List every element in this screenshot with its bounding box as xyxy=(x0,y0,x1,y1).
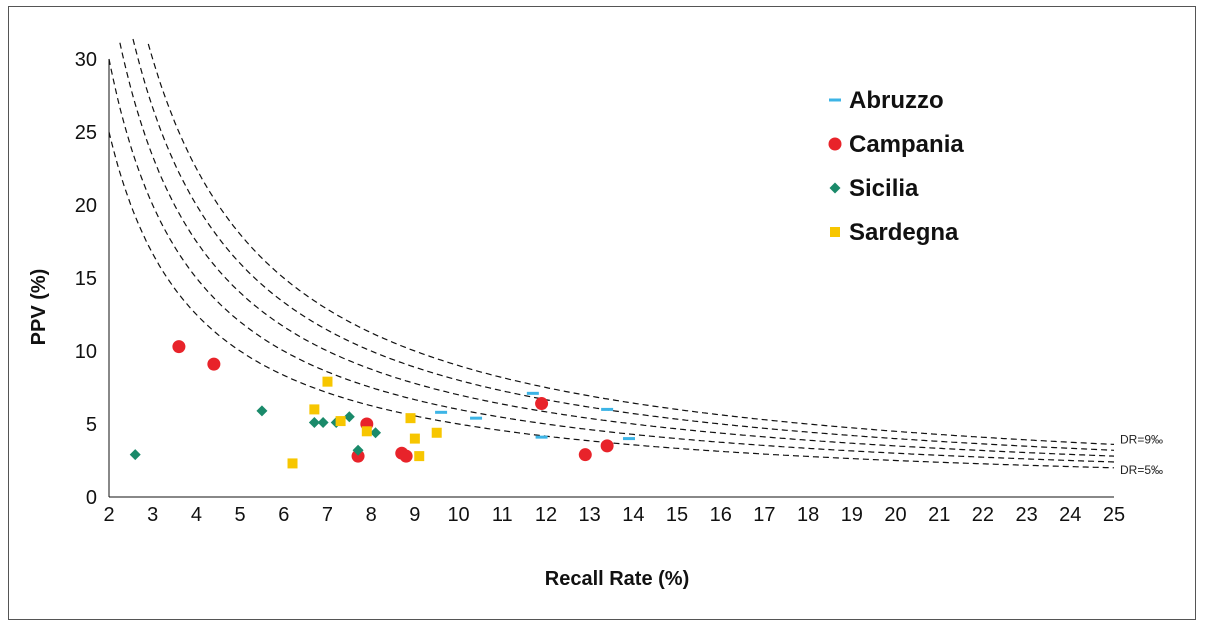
x-tick-label: 25 xyxy=(1103,504,1125,526)
point-sicilia xyxy=(352,444,364,456)
point-abruzzo xyxy=(535,435,548,439)
point-abruzzo xyxy=(601,407,614,411)
x-tick-label: 8 xyxy=(366,504,377,526)
x-tick-label: 7 xyxy=(322,504,333,526)
x-tick-label: 2 xyxy=(103,504,114,526)
x-tick-label: 13 xyxy=(579,504,601,526)
legend-marker-sicilia xyxy=(829,182,841,194)
y-tick-label: 15 xyxy=(75,268,97,290)
y-tick-label: 0 xyxy=(86,487,97,509)
point-abruzzo xyxy=(470,416,483,420)
x-tick-label: 19 xyxy=(841,504,863,526)
y-tick-label: 5 xyxy=(86,414,97,436)
x-tick-label: 11 xyxy=(492,504,513,526)
point-sicilia xyxy=(370,427,382,439)
x-axis-title: Recall Rate (%) xyxy=(545,568,690,590)
point-sardegna xyxy=(322,376,333,387)
y-tick-label: 20 xyxy=(75,195,97,217)
dr-label: DR=9‰ xyxy=(1120,432,1163,446)
point-sicilia xyxy=(256,405,268,417)
x-tick-label: 15 xyxy=(666,504,688,526)
x-tick-label: 24 xyxy=(1059,504,1081,526)
point-sardegna xyxy=(335,416,346,427)
legend-label-sicilia: Sicilia xyxy=(849,175,919,202)
point-sicilia xyxy=(317,417,329,429)
dr-labels: DR=9‰ DR=5‰ xyxy=(1120,432,1163,476)
point-campania xyxy=(535,397,549,411)
scatter-chart: 2 3 4 5 6 7 8 9 10 11 12 13 14 15 16 17 18 19 20 21 22 23 24 25… xyxy=(28,38,1163,590)
chart-frame: 2 3 4 5 6 7 8 9 10 11 12 13 14 15 16 17 18 19 20 21 22 23 24 25… xyxy=(8,6,1196,620)
x-tick-label: 4 xyxy=(191,504,202,526)
reference-curves xyxy=(108,38,1115,469)
x-tick-label: 10 xyxy=(447,504,469,526)
x-tick-label: 9 xyxy=(409,504,420,526)
point-sardegna xyxy=(309,404,320,415)
y-tick-label: 25 xyxy=(75,122,97,144)
curve-dr-6 xyxy=(108,58,1115,463)
point-campania xyxy=(399,449,413,463)
x-tick-label: 3 xyxy=(147,504,158,526)
x-tick-labels: 2 3 4 5 6 7 8 9 10 11 12 13 14 15 16 17 18 19 20 21 22 23 24 25 xyxy=(103,504,1125,526)
x-tick-label: 21 xyxy=(928,504,950,526)
x-tick-label: 18 xyxy=(797,504,819,526)
legend-marker-abruzzo xyxy=(829,98,841,102)
legend: Abruzzo Campania Sicilia Sardegna xyxy=(828,87,964,246)
legend-marker-campania xyxy=(828,137,842,151)
data-points xyxy=(129,340,635,469)
point-sardegna xyxy=(409,433,420,444)
legend-label-campania: Campania xyxy=(849,131,964,158)
point-sardegna xyxy=(361,426,372,437)
point-campania xyxy=(207,357,221,371)
x-tick-label: 12 xyxy=(535,504,557,526)
x-tick-label: 5 xyxy=(235,504,246,526)
point-sardegna xyxy=(414,451,425,462)
point-sicilia xyxy=(343,411,355,423)
point-sardegna xyxy=(405,413,416,424)
point-abruzzo xyxy=(526,391,539,395)
point-sardegna xyxy=(431,427,442,438)
y-tick-label: 10 xyxy=(75,341,97,363)
point-campania xyxy=(578,448,592,462)
point-sicilia xyxy=(308,417,320,429)
dr-label: DR=5‰ xyxy=(1120,463,1163,477)
legend-label-sardegna: Sardegna xyxy=(849,219,959,246)
x-tick-label: 16 xyxy=(710,504,732,526)
axes xyxy=(108,59,1114,498)
x-tick-label: 22 xyxy=(972,504,994,526)
point-campania xyxy=(600,439,614,453)
point-sicilia xyxy=(129,449,141,461)
y-axis-title: PPV (%) xyxy=(28,269,50,346)
point-sardegna xyxy=(287,458,298,469)
x-tick-label: 23 xyxy=(1015,504,1037,526)
curve-dr-9 xyxy=(147,43,1115,445)
point-campania xyxy=(172,340,186,354)
curve-dr-5 xyxy=(108,131,1115,469)
point-campania xyxy=(351,449,365,463)
curve-dr-8 xyxy=(132,38,1115,451)
point-abruzzo xyxy=(435,410,448,414)
x-tick-label: 14 xyxy=(622,504,644,526)
x-tick-label: 6 xyxy=(278,504,289,526)
x-tick-label: 17 xyxy=(753,504,775,526)
curve-dr-7 xyxy=(119,42,1115,457)
y-tick-labels: 0 5 10 15 20 25 30 xyxy=(75,49,97,509)
legend-marker-sardegna xyxy=(830,227,840,237)
point-abruzzo xyxy=(622,437,635,441)
y-tick-label: 30 xyxy=(75,49,97,71)
legend-label-abruzzo: Abruzzo xyxy=(849,87,944,114)
x-tick-label: 20 xyxy=(884,504,906,526)
